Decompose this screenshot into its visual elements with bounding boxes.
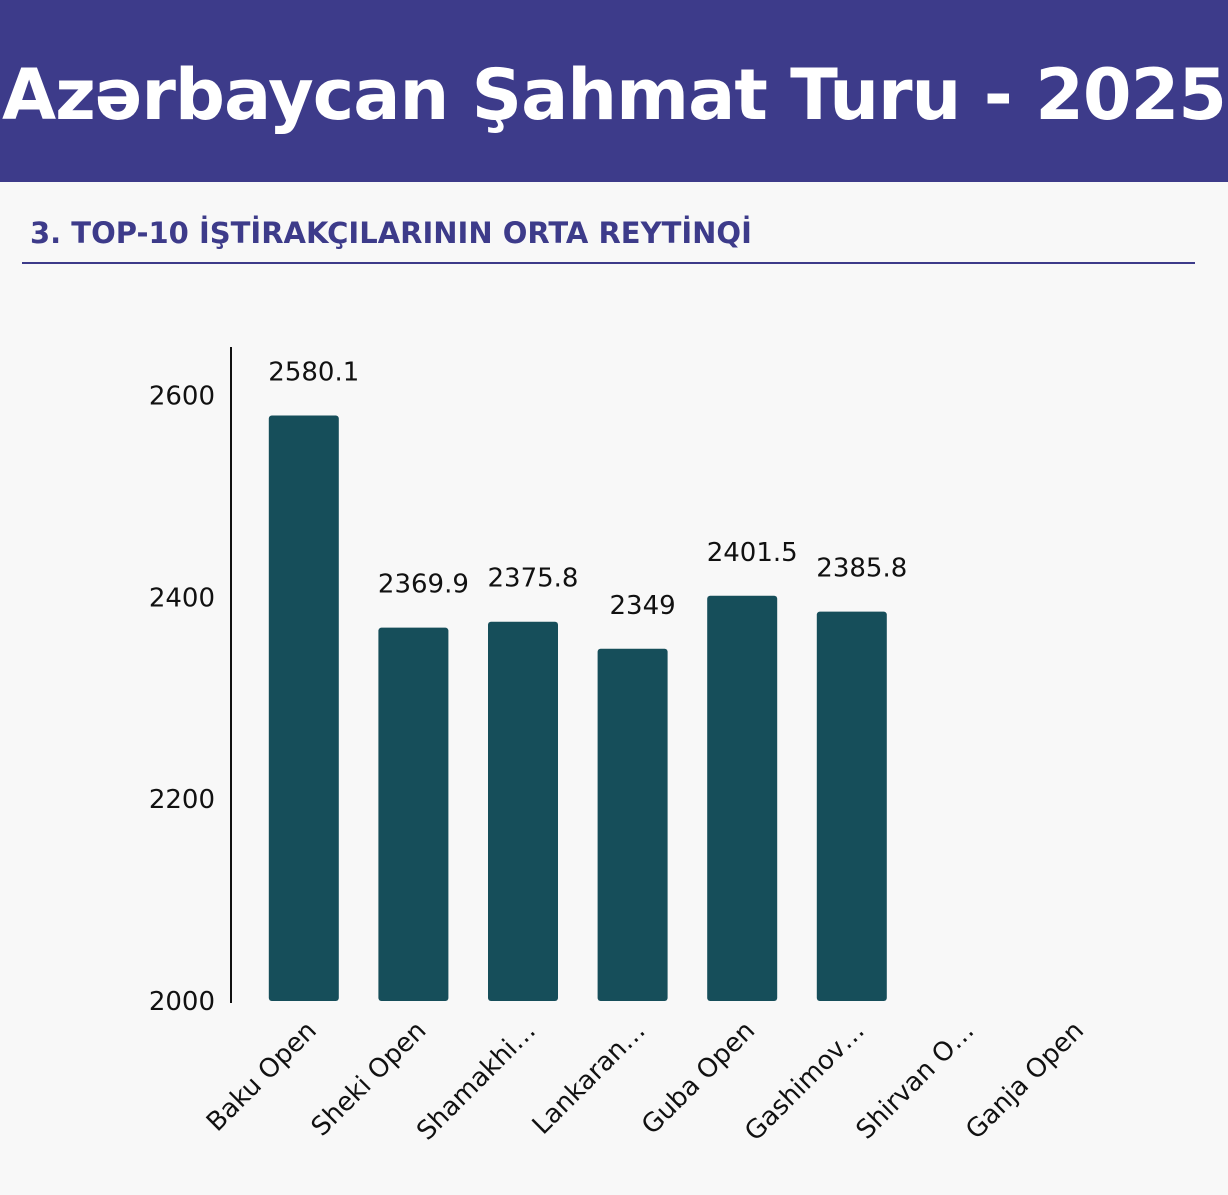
y-tick-label: 2000 — [149, 987, 215, 1017]
page-title: Azərbaycan Şahmat Turu - 2025 — [1, 54, 1227, 136]
title-rule — [22, 262, 1195, 264]
bar — [378, 627, 449, 1001]
bar — [816, 611, 887, 1001]
value-label: 2580.1 — [268, 358, 359, 388]
x-tick-label: Baku Open — [201, 1016, 323, 1138]
y-tick-label: 2600 — [149, 381, 215, 411]
value-label: 2369.9 — [378, 570, 469, 600]
chart-title: 3. TOP-10 İŞTİRAKÇILARININ ORTA REYTİNQİ — [30, 216, 752, 250]
bar — [268, 415, 339, 1001]
value-label: 2401.5 — [707, 538, 798, 568]
value-label: 2349 — [610, 591, 676, 621]
y-tick-label: 2400 — [149, 583, 215, 613]
x-tick-label: Lankaran… — [527, 1016, 652, 1141]
x-tick-label: Shamakhi… — [411, 1016, 542, 1147]
y-tick-label: 2200 — [149, 785, 215, 815]
bar — [707, 595, 778, 1001]
x-tick-label: Ganja Open — [960, 1016, 1090, 1146]
header: Azərbaycan Şahmat Turu - 2025 — [0, 0, 1228, 182]
value-label: 2385.8 — [816, 554, 907, 584]
bar — [597, 648, 668, 1001]
value-label: 2375.8 — [488, 564, 579, 594]
bar — [488, 621, 558, 1001]
